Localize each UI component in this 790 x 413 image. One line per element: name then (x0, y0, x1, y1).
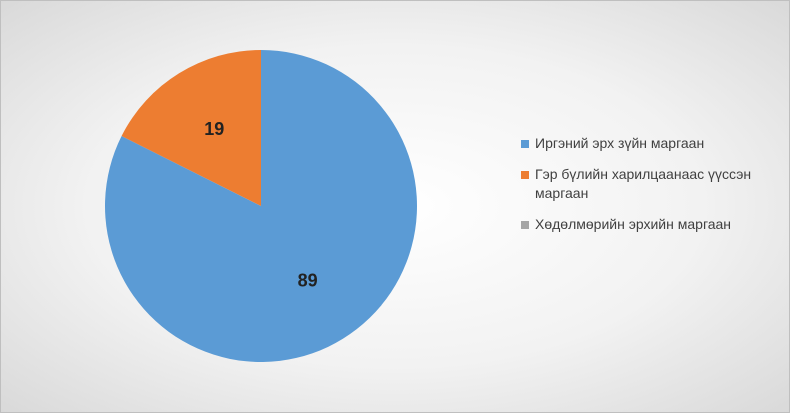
legend-label: Иргэний эрх зүйн маргаан (535, 135, 705, 151)
legend-label: Хөдөлмөрийн эрхийн маргаан (535, 216, 732, 232)
legend-swatch (521, 221, 529, 229)
legend: Иргэний эрх зүйн маргаан Гэр бүлийн харил… (521, 134, 771, 246)
legend-label: Гэр бүлийн харилцаанаас үүссэн маргаан (535, 166, 752, 201)
legend-item: Гэр бүлийн харилцаанаас үүссэн маргаан (521, 165, 771, 203)
pie-slice (121, 50, 261, 206)
legend-swatch (521, 140, 529, 148)
data-label: 19 (204, 119, 224, 139)
data-label: 89 (298, 270, 318, 290)
legend-item: Иргэний эрх зүйн маргаан (521, 134, 771, 153)
legend-swatch (521, 171, 529, 179)
legend-item: Хөдөлмөрийн эрхийн маргаан (521, 215, 771, 234)
